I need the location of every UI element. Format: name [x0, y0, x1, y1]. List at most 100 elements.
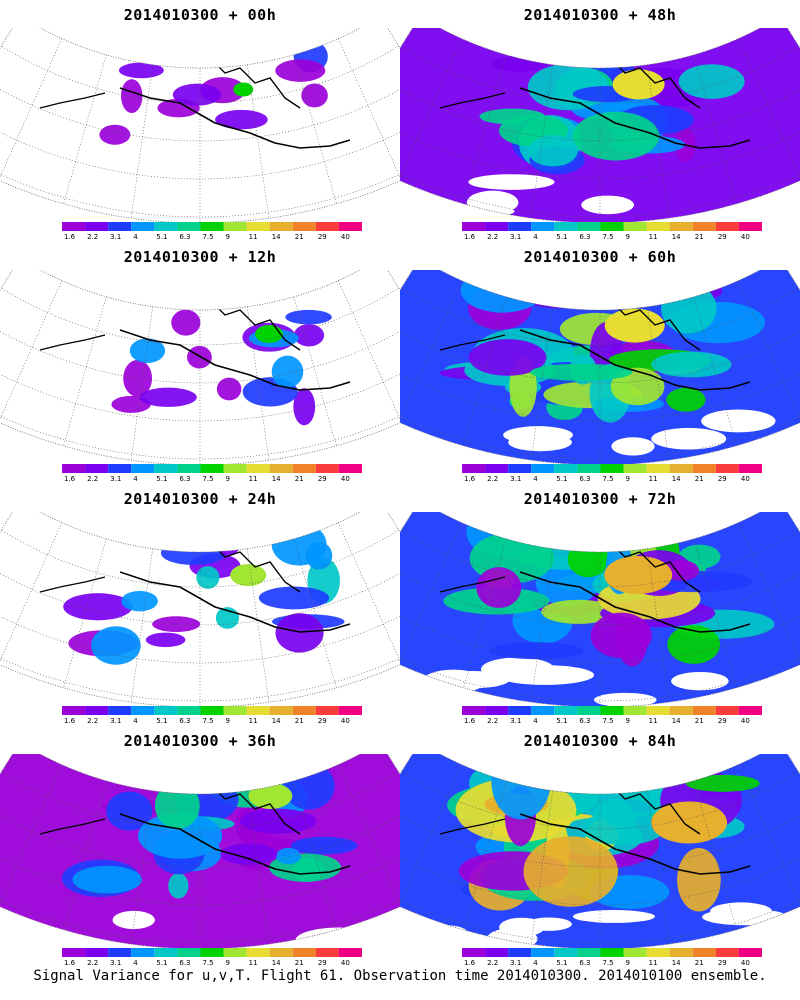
colorbar-swatch: [154, 222, 178, 231]
colorbar-label: 3.1: [110, 233, 121, 240]
colorbar-label: 40: [341, 475, 350, 482]
colorbar-swatch: [508, 948, 532, 957]
colorbar-swatch: [462, 464, 486, 473]
colorbar-swatch: [62, 948, 86, 957]
map-panel: 2014010300 + 36h 1.6 2.2 3.1 4 5.1 6.3 7.5 9 11 14…: [0, 726, 400, 966]
colorbar-swatch: [131, 948, 155, 957]
colorbar-label: 9: [226, 717, 230, 724]
colorbar-label: 5.1: [156, 475, 167, 482]
colorbar-label: 21: [695, 475, 704, 482]
colorbar-label: 9: [626, 233, 630, 240]
colorbar-swatch: [246, 222, 270, 231]
colorbar-swatch: [485, 464, 509, 473]
colorbar-swatch: [692, 948, 716, 957]
colorbar-label: 3.1: [510, 717, 521, 724]
colorbar-label: 40: [341, 233, 350, 240]
colorbar-swatch: [200, 706, 224, 715]
map-panel: 2014010300 + 00h 1.6 2.2 3.1 4 5.1 6.3 7.5 9 11 14…: [0, 0, 400, 240]
colorbar-swatch: [131, 706, 155, 715]
colorbar-label: 40: [741, 233, 750, 240]
colorbar-swatch: [646, 222, 670, 231]
colorbar-swatch: [600, 948, 624, 957]
colorbar-label: 6.3: [179, 959, 190, 966]
colorbar-swatch: [577, 948, 601, 957]
colorbar-swatch: [646, 706, 670, 715]
colorbar-swatch: [154, 706, 178, 715]
colorbar-label: 21: [695, 233, 704, 240]
colorbar-label: 29: [718, 233, 727, 240]
colorbar-swatch: [223, 464, 247, 473]
colorbar-swatch: [531, 706, 555, 715]
colorbar-label: 11: [249, 959, 258, 966]
colorbar-swatch: [577, 706, 601, 715]
colorbar-swatch: [508, 222, 532, 231]
colorbar-label: 40: [341, 959, 350, 966]
colorbar-label: 3.1: [510, 959, 521, 966]
colorbar-swatch: [600, 464, 624, 473]
colorbar-swatch: [485, 706, 509, 715]
colorbar-label: 6.3: [179, 717, 190, 724]
colorbar-swatch: [600, 222, 624, 231]
colorbar-label: 14: [672, 233, 681, 240]
colorbar-swatch: [623, 464, 647, 473]
colorbar-label: 21: [295, 717, 304, 724]
colorbar-label: 14: [672, 959, 681, 966]
colorbar-label: 11: [649, 475, 658, 482]
colorbar-swatch: [554, 706, 578, 715]
colorbar-swatch: [738, 948, 762, 957]
colorbar-swatch: [154, 948, 178, 957]
colorbar-swatch: [269, 222, 293, 231]
colorbar-swatch: [508, 706, 532, 715]
colorbar-swatch: [715, 706, 739, 715]
colorbar-swatch: [338, 706, 362, 715]
colorbar-swatch: [85, 706, 109, 715]
colorbar-label: 14: [272, 475, 281, 482]
panel-title: 2014010300 + 48h: [523, 6, 677, 24]
colorbar-swatch: [85, 948, 109, 957]
colorbar-label: 1.6: [464, 233, 476, 240]
colorbar-swatch: [131, 464, 155, 473]
colorbar-label: 14: [672, 475, 681, 482]
colorbar-label: 40: [741, 475, 750, 482]
map-panel: 2014010300 + 60h 1.6 2.2 3.1 4 5.1 6.3 7.5 9 11 14…: [400, 242, 800, 482]
colorbar-label: 3.1: [510, 233, 521, 240]
colorbar: 1.6 2.2 3.1 4 5.1 6.3 7.5 9 11 14 21 29 40: [462, 222, 762, 240]
panel-title: 2014010300 + 36h: [123, 732, 277, 750]
colorbar-swatch: [600, 706, 624, 715]
colorbar-swatch: [177, 706, 201, 715]
colorbar-swatch: [269, 464, 293, 473]
colorbar-label: 5.1: [556, 959, 567, 966]
colorbar-label: 14: [272, 717, 281, 724]
colorbar-label: 11: [649, 959, 658, 966]
forecast-map: [400, 512, 800, 707]
panel-title: 2014010300 + 72h: [523, 490, 677, 508]
colorbar-swatch: [715, 222, 739, 231]
colorbar-swatch: [715, 464, 739, 473]
colorbar-label: 40: [341, 717, 350, 724]
colorbar-swatch: [531, 948, 555, 957]
colorbar-label: 2.2: [487, 475, 498, 482]
colorbar-swatch: [531, 464, 555, 473]
colorbar-swatch: [338, 222, 362, 231]
colorbar-swatch: [554, 948, 578, 957]
colorbar-label: 7.5: [202, 717, 213, 724]
colorbar-label: 5.1: [156, 959, 167, 966]
colorbar-label: 4: [133, 475, 138, 482]
colorbar-label: 4: [533, 717, 538, 724]
forecast-map: [400, 754, 800, 949]
colorbar-label: 11: [249, 717, 258, 724]
colorbar-swatch: [738, 706, 762, 715]
colorbar-swatch: [223, 222, 247, 231]
colorbar-label: 6.3: [579, 717, 590, 724]
colorbar-label: 6.3: [179, 475, 190, 482]
colorbar-label: 5.1: [556, 475, 567, 482]
colorbar-label: 9: [226, 959, 230, 966]
colorbar: 1.6 2.2 3.1 4 5.1 6.3 7.5 9 11 14 21 29 40: [62, 948, 362, 966]
colorbar-swatch: [269, 706, 293, 715]
colorbar-swatch: [485, 948, 509, 957]
colorbar-swatch: [108, 948, 132, 957]
colorbar-label: 6.3: [179, 233, 190, 240]
colorbar-label: 7.5: [602, 475, 613, 482]
colorbar-swatch: [246, 948, 270, 957]
colorbar-label: 2.2: [487, 959, 498, 966]
